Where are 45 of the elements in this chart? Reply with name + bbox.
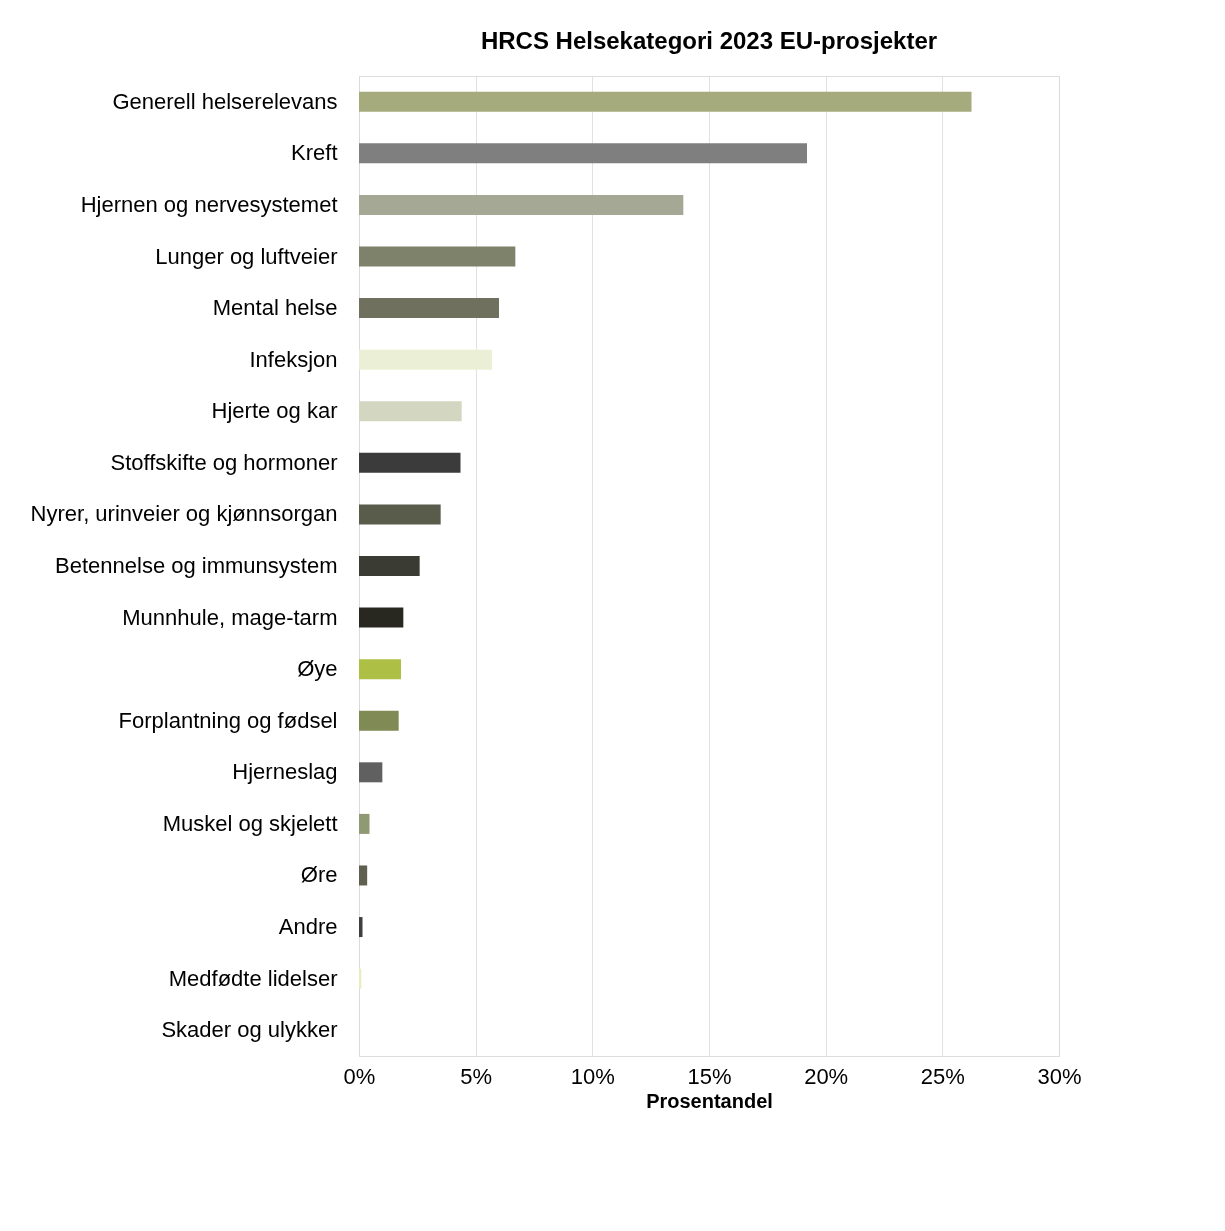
bar [359, 607, 404, 628]
bar [359, 452, 461, 473]
bar [359, 917, 363, 938]
y-tick-label: Munnhule, mage-tarm [122, 604, 338, 630]
x-tick-label: 5% [460, 1063, 493, 1089]
y-tick-label: Kreft [291, 140, 338, 166]
bar [359, 349, 492, 370]
bar [359, 194, 684, 215]
bar [359, 401, 462, 422]
y-tick-label: Hjerte og kar [211, 398, 338, 424]
y-tick-label: Øye [297, 656, 338, 682]
y-tick-label: Nyrer, urinveier og kjønnsorgan [30, 501, 338, 527]
y-tick-label: Hjerneslag [232, 759, 338, 785]
y-tick-label: Medfødte lidelser [168, 965, 338, 991]
bar [359, 556, 420, 576]
bar [359, 246, 516, 267]
y-tick-label: Andre [278, 914, 338, 940]
x-tick-label: 15% [687, 1063, 732, 1089]
x-tick-label: 0% [343, 1063, 376, 1089]
y-tick-label: Betennelse og immunsystem [55, 553, 338, 578]
x-tick-label: 30% [1037, 1063, 1082, 1089]
bar [359, 143, 807, 164]
y-tick-label: Muskel og skjelett [162, 810, 338, 836]
bar [359, 762, 383, 783]
chart-title: HRCS Helsekategori 2023 EU-prosjekter [480, 27, 938, 54]
bar [359, 659, 401, 680]
y-tick-label: Stoffskifte og hormoner [110, 449, 338, 475]
bar [359, 865, 368, 886]
y-tick-label: Mental helse [212, 295, 338, 321]
bar [359, 298, 499, 319]
y-tick-label: Generell helserelevans [112, 88, 338, 114]
x-tick-label: 10% [570, 1063, 615, 1089]
y-tick-label: Forplantning og fødsel [118, 707, 338, 733]
y-tick-label: Lunger og luftveier [155, 243, 338, 269]
bar [359, 91, 972, 112]
bar [359, 504, 441, 525]
y-tick-label: Hjernen og nervesystemet [80, 191, 338, 217]
bar [359, 710, 399, 731]
y-tick-label: Infeksjon [249, 346, 338, 372]
y-tick-label: Skader og ulykker [161, 1017, 338, 1043]
x-axis-title: Prosentandel [646, 1089, 773, 1112]
y-tick-label: Øre [300, 862, 338, 888]
x-tick-label: 20% [804, 1063, 849, 1089]
bar [359, 813, 370, 834]
x-tick-label: 25% [920, 1063, 965, 1089]
